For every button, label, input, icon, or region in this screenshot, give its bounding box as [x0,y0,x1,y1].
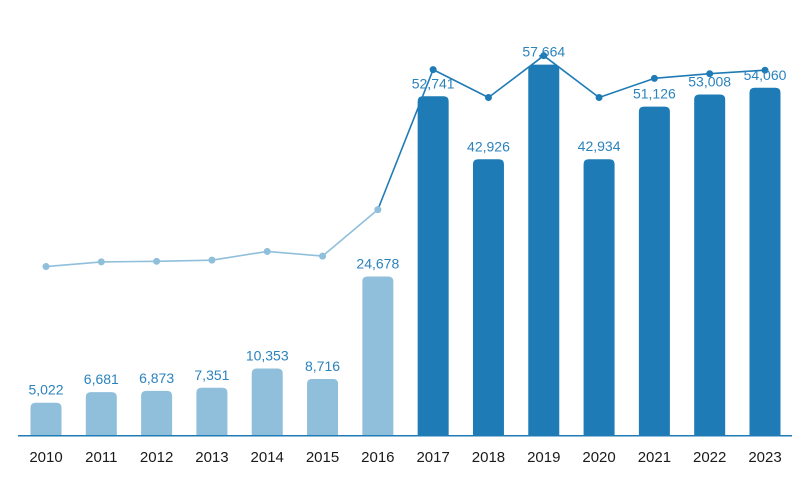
x-tick-label: 2010 [29,449,62,466]
bar-value-label: 57,664 [522,44,565,60]
bar [307,379,339,435]
trend-line-segment [45,261,102,268]
bar-value-label: 6,681 [84,371,119,387]
trend-point [153,257,161,265]
trend-point [42,263,50,271]
bar [583,159,615,435]
bar [251,368,283,435]
trend-point [706,70,714,78]
x-tick-label: 2018 [472,449,505,466]
bar-value-label: 54,060 [744,67,787,83]
bar [30,402,62,435]
bar [638,106,670,435]
x-tick-label: 2013 [195,449,228,466]
bar-value-label: 6,873 [139,370,174,386]
trend-line-segment [267,250,323,257]
bar-value-label: 42,926 [467,138,510,154]
trend-point [263,247,271,255]
bar-layer [30,64,781,435]
bar-value-label: 24,678 [356,255,399,271]
bar-value-label: 53,008 [688,74,731,90]
bar-value-label: 5,022 [28,382,63,398]
trend-line-segment [377,69,434,210]
bar-value-label: 42,934 [578,138,621,154]
bar-value-label: 52,741 [412,75,455,91]
bar [749,87,781,435]
x-tick-label: 2015 [306,449,339,466]
trend-point [319,252,327,260]
trend-point [374,206,382,214]
x-tick-label: 2019 [527,449,560,466]
x-tick-label: 2014 [251,449,284,466]
bar [141,390,173,435]
bar [85,392,117,435]
trend-point [429,66,437,74]
trend-point [595,94,603,102]
trend-point [97,258,105,266]
x-tick-label: 2023 [748,449,781,466]
trend-point [761,66,769,74]
bar [528,64,560,435]
bar-value-label: 7,351 [194,367,229,383]
trend-line-segment [156,259,212,263]
x-tick-label: 2012 [140,449,173,466]
bar [694,94,726,435]
x-tick-label: 2017 [416,449,449,466]
x-tick-layer: 2010 2011 2012 2013 2014 2015 2016 2017 2018 2019… [29,449,781,466]
trend-line-segment [543,55,600,99]
trend-point [484,94,492,102]
trend-line-segment [432,68,489,99]
trend-line-segment [101,260,157,263]
trend-line-segment [709,69,766,75]
bar-value-label: 51,126 [633,86,676,102]
bar [417,96,449,435]
value-label-layer: 5,022 6,681 6,873 7,351 10,353 8,716 24,678 52,… [28,44,786,398]
trend-line-layer [42,52,769,271]
trend-line-segment [654,72,710,80]
bar [362,276,394,435]
trend-line-segment [211,250,268,261]
x-tick-label: 2022 [693,449,726,466]
bar-value-label: 10,353 [246,348,289,364]
x-tick-label: 2016 [361,449,394,466]
x-tick-label: 2021 [638,449,671,466]
trend-line-segment [322,209,379,257]
bar [472,159,504,435]
bar [196,387,228,435]
trend-point [540,52,548,60]
x-tick-label: 2011 [85,449,117,466]
x-tick-label: 2020 [582,449,615,466]
trend-line-segment [598,77,655,99]
bar-value-label: 8,716 [305,358,340,374]
trend-point [650,74,658,82]
trend-line-segment [487,55,545,99]
trend-point [208,256,216,264]
